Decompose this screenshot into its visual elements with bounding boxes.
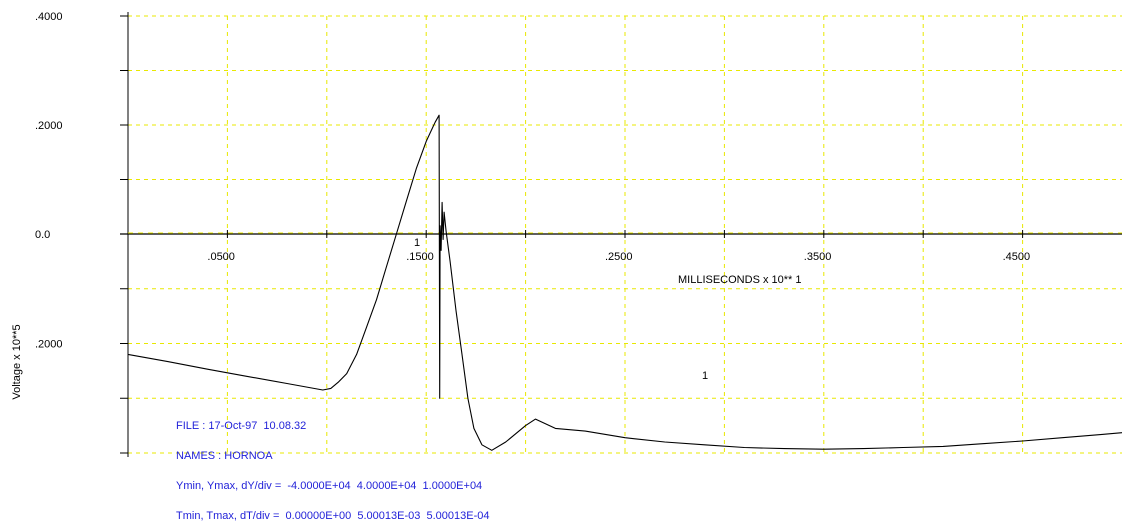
series-label: 1 [414, 237, 420, 249]
y-tick-label: .2000 [35, 120, 63, 132]
file-info-line: FILE : 17-Oct-97 10.08.32 [176, 420, 307, 432]
series-label: 1 [702, 370, 708, 382]
x-tick-label: .3500 [804, 251, 832, 263]
series-line [127, 114, 1122, 451]
chart: 11 .4000.20000.0.2000.0500.1500.2500.350… [11, 11, 1122, 457]
t-range-info-line: Tmin, Tmax, dT/div = 0.00000E+00 5.00013… [176, 510, 490, 522]
x-tick-label: .1500 [406, 251, 434, 263]
axes [120, 12, 1122, 457]
y-tick-label: .4000 [35, 11, 63, 23]
file-info-block: FILE : 17-Oct-97 10.08.32 NAMES : HORNOA… [176, 401, 490, 531]
x-tick-label: .4500 [1003, 251, 1031, 263]
x-tick-label: .2500 [605, 251, 633, 263]
y-tick-label: 0.0 [35, 229, 50, 241]
tick-labels: .4000 .2000 0.0 .2000 .0500 .1500 .2500 .3500 .4… [35, 11, 1030, 351]
y-axis-title: Voltage x 10**5 [11, 324, 23, 399]
y-range-info-line: Ymin, Ymax, dY/div = -4.0000E+04 4.0000E… [176, 480, 483, 492]
x-tick-label: .0500 [207, 251, 235, 263]
series-layer: 11 [127, 114, 1122, 451]
x-axis-title: MILLISECONDS x 10** 1 [678, 274, 802, 286]
names-info-line: NAMES : HORNOA [176, 450, 273, 462]
y-tick-label: .2000 [35, 339, 63, 351]
